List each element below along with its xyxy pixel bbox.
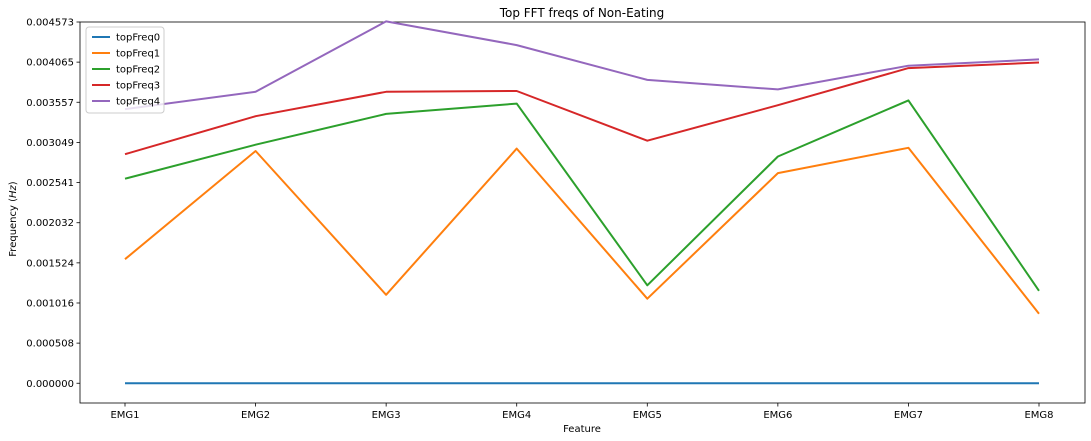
x-axis: EMG1 EMG2 EMG3 EMG4 EMG5 EMG6 EMG7 EMG8 xyxy=(110,403,1054,421)
y-axis: 0.000000 0.000508 0.001016 0.001524 0.002032… xyxy=(26,18,80,390)
series-line-topFreq4 xyxy=(124,20,1040,111)
series-line-topFreq3 xyxy=(124,61,1040,156)
y-tick-label: 0.002541 xyxy=(26,178,74,189)
x-axis-label: Feature xyxy=(563,424,601,435)
plot-area xyxy=(79,21,1086,404)
chart-title: Top FFT freqs of Non-Eating xyxy=(499,6,665,20)
x-tick-label: EMG3 xyxy=(372,410,401,421)
legend-label-topFreq3: topFreq3 xyxy=(116,81,160,92)
x-tick-label: EMG7 xyxy=(894,410,923,421)
series-line-topFreq2 xyxy=(124,99,1040,292)
y-tick-label: 0.002032 xyxy=(26,218,74,229)
y-tick-label: 0.001016 xyxy=(26,298,74,309)
x-tick-label: EMG6 xyxy=(763,410,792,421)
x-tick-label: EMG1 xyxy=(110,410,139,421)
y-tick-label: 0.004573 xyxy=(26,18,74,29)
legend-box xyxy=(85,26,165,114)
legend: topFreq0 topFreq1 topFreq2 topFreq3 topFreq4 xyxy=(85,26,165,114)
legend-label-topFreq2: topFreq2 xyxy=(116,65,160,76)
x-tick-label: EMG8 xyxy=(1024,410,1053,421)
y-axis-label: Frequency (Hz) xyxy=(8,181,19,257)
legend-label-topFreq1: topFreq1 xyxy=(116,49,160,60)
x-tick-label: EMG5 xyxy=(633,410,662,421)
y-tick-label: 0.003557 xyxy=(26,98,74,109)
y-tick-label: 0.003049 xyxy=(26,138,74,149)
series-line-topFreq1 xyxy=(124,146,1040,315)
y-tick-label: 0.000508 xyxy=(26,339,74,350)
x-tick-label: EMG4 xyxy=(502,410,531,421)
y-tick-label: 0.004065 xyxy=(26,58,74,69)
y-tick-label: 0.001524 xyxy=(26,258,74,269)
legend-label-topFreq0: topFreq0 xyxy=(116,33,160,44)
x-tick-label: EMG2 xyxy=(241,410,270,421)
legend-label-topFreq4: topFreq4 xyxy=(116,97,160,108)
series-lines xyxy=(124,20,1040,385)
y-tick-label: 0.000000 xyxy=(26,379,74,390)
